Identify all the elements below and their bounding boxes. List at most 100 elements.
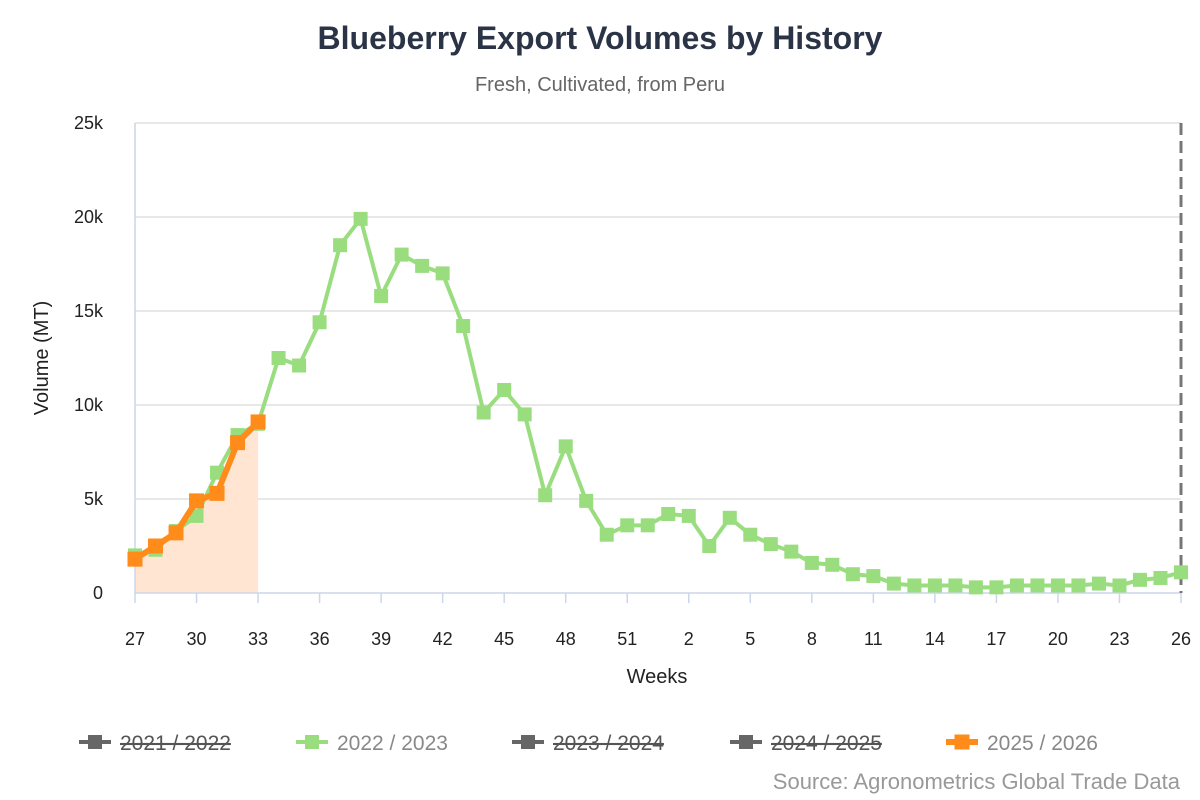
x-tick-label: 11 <box>864 629 883 649</box>
series-2022-2023-point <box>333 238 348 253</box>
series-2022-2023-point <box>927 578 942 593</box>
series-2022-2023-point <box>1009 578 1024 593</box>
series-2022-2023-point <box>517 407 532 422</box>
series-2022-2023-point <box>394 247 409 262</box>
series-2022-2023-point <box>763 537 778 552</box>
series-2022-2023-point <box>1174 565 1188 580</box>
series-2022-2023-point <box>722 510 737 525</box>
series-2022-2023-point <box>1132 572 1147 587</box>
series-2022-2023-point <box>825 557 840 572</box>
series-2022-2023-point <box>497 382 512 397</box>
series-2022-2023-point <box>1153 570 1168 585</box>
series-2022-2023-point <box>702 539 717 553</box>
y-tick-label: 0 <box>93 583 103 603</box>
legend-item[interactable]: 2023 / 2024 <box>512 732 664 755</box>
series-2022-2023-point <box>353 211 368 226</box>
series-2022-2023-point <box>681 508 696 523</box>
series-2025-2026-point <box>189 493 205 509</box>
series-2022-2023-point <box>866 569 881 584</box>
series-2022-2023-point <box>989 580 1004 595</box>
series-2022-2023-point <box>1071 578 1086 593</box>
x-tick-label: 5 <box>745 629 755 649</box>
series-2022-2023-point <box>886 576 901 591</box>
series-2022-2023-point <box>804 555 819 570</box>
x-tick-label: 33 <box>248 629 268 649</box>
legend-swatch-marker <box>88 735 102 749</box>
series-2022-2023-point <box>312 315 327 330</box>
x-tick-label: 2 <box>684 629 694 649</box>
series-2022-2023-point <box>743 527 758 542</box>
series-2022-2023-point <box>1030 578 1045 593</box>
series-2025-2026-point <box>148 538 164 554</box>
x-tick-label: 30 <box>187 629 207 649</box>
series-2022-2023-point <box>538 488 553 503</box>
y-tick-label: 10k <box>74 395 104 415</box>
series-2022-2023-point <box>415 258 430 273</box>
series-2022-2023-point <box>640 518 655 533</box>
legend-item[interactable]: 2024 / 2025 <box>730 732 882 755</box>
x-tick-label: 48 <box>556 629 576 649</box>
legend-swatch-marker <box>739 735 753 749</box>
legend: 2021 / 2022 2022 / 2023 2023 / 2024 2024 / … <box>79 732 1098 755</box>
series-2025-2026-point <box>127 551 143 567</box>
legend-label: 2024 / 2025 <box>771 732 882 755</box>
y-tick-label: 5k <box>84 489 104 509</box>
series-2022-2023-point <box>476 405 491 420</box>
series-2022-2023-point <box>1050 578 1065 593</box>
series-2022-2023-point <box>374 288 389 303</box>
series-2022-2023-point <box>435 266 450 281</box>
series-2022-2023-point <box>1091 576 1106 591</box>
x-tick-label: 27 <box>125 629 145 649</box>
axis-layer: 0 5k 10k 15k 20k 25k 27 30 33 36 39 42 45 48 51 2 5 8 11 14… <box>74 113 1191 649</box>
series-2022-2023-point <box>620 518 635 533</box>
series-2022-2023-point <box>579 493 594 508</box>
legend-label: 2023 / 2024 <box>553 732 664 755</box>
x-axis-label: Weeks <box>627 666 688 688</box>
x-tick-label: 20 <box>1048 629 1068 649</box>
legend-label: 2025 / 2026 <box>987 732 1098 755</box>
series-2022-2023-point <box>292 358 307 373</box>
series-2025-2026-point <box>209 485 225 501</box>
y-tick-label: 15k <box>74 301 104 321</box>
x-tick-label: 8 <box>807 629 817 649</box>
series-2022-2023-point <box>948 578 963 593</box>
series-2022-2023-point <box>271 351 286 365</box>
series-2022-2023-line <box>133 216 1183 590</box>
series-2022-2023-point <box>661 507 676 522</box>
y-tick-label: 20k <box>74 207 104 227</box>
legend-item[interactable]: 2021 / 2022 <box>79 732 231 755</box>
y-axis-label: Volume (MT) <box>31 301 53 415</box>
legend-item[interactable]: 2022 / 2023 <box>296 732 448 755</box>
x-tick-label: 39 <box>371 629 391 649</box>
x-tick-label: 36 <box>310 629 330 649</box>
chart-subtitle: Fresh, Cultivated, from Peru <box>475 74 725 96</box>
series-2022-2023-point <box>784 544 799 559</box>
series-2022-2023-point <box>189 508 204 523</box>
series-2022-2023-point <box>845 567 860 582</box>
x-tick-label: 42 <box>433 629 453 649</box>
y-tick-label: 25k <box>74 113 104 133</box>
series-2022-2023-point <box>210 465 225 480</box>
series-2025-2026-point <box>168 525 184 541</box>
legend-swatch-marker <box>521 735 535 749</box>
series-2022-2023-point <box>599 527 614 542</box>
series-2022-2023-point <box>1112 578 1127 593</box>
source-credit: Source: Agronometrics Global Trade Data <box>773 769 1181 794</box>
x-tick-label: 23 <box>1109 629 1129 649</box>
series-2022-2023-point <box>558 439 573 454</box>
legend-item[interactable]: 2025 / 2026 <box>946 732 1098 755</box>
legend-swatch-marker <box>305 735 319 749</box>
series-2025-2026-point <box>250 414 266 430</box>
series-2022-2023-point <box>968 580 983 595</box>
grid-layer <box>135 122 1181 500</box>
series-2022-2023-point <box>907 578 922 593</box>
x-tick-label: 14 <box>925 629 945 649</box>
x-tick-label: 17 <box>986 629 1006 649</box>
x-tick-label: 45 <box>494 629 514 649</box>
legend-label: 2021 / 2022 <box>120 732 231 755</box>
series-2022-2023-point <box>456 319 471 334</box>
series-2025-2026-point <box>230 435 246 451</box>
x-tick-label: 51 <box>617 629 637 649</box>
legend-label: 2022 / 2023 <box>337 732 448 755</box>
